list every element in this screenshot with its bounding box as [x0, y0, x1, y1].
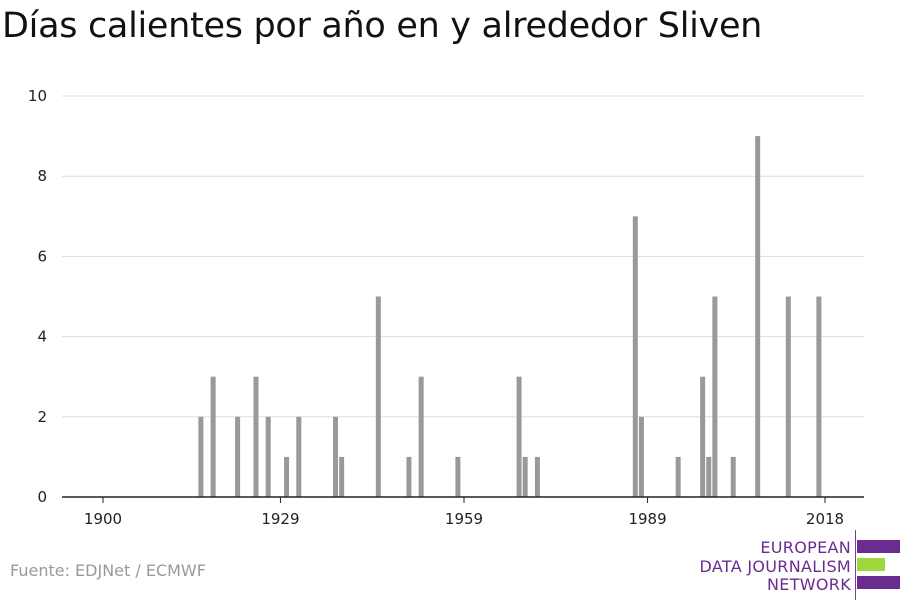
y-tick-label: 8	[37, 167, 47, 185]
bar-1999	[706, 456, 712, 497]
bar-2017	[816, 296, 822, 497]
bar-1958	[455, 456, 461, 497]
y-tick-label: 6	[37, 247, 47, 265]
bar-1968	[516, 376, 522, 497]
bar-1998	[700, 376, 706, 497]
bar-1938	[333, 416, 339, 497]
x-tick-label: 1929	[261, 510, 299, 528]
y-tick-label: 0	[37, 488, 47, 506]
bar-1950	[406, 456, 412, 497]
bar-1952	[418, 376, 424, 497]
bar-1925	[253, 376, 259, 497]
bar-2007	[755, 136, 761, 497]
bar-1994	[675, 456, 681, 497]
edjnet-logo[interactable]: EUROPEAN DATA JOURNALISM NETWORK	[700, 530, 900, 600]
chart-title: Días calientes por año en y alrededor Sl…	[2, 6, 763, 46]
bar-1969	[522, 456, 528, 497]
logo-text-line2: DATA JOURNALISM	[699, 557, 851, 576]
x-tick-label: 1989	[628, 510, 666, 528]
bar-2012	[785, 296, 791, 497]
source-note: Fuente: EDJNet / ECMWF	[10, 561, 206, 580]
logo-bar-top	[857, 540, 900, 553]
logo-bar-middle	[857, 558, 885, 571]
logo-bar-bottom	[857, 576, 900, 589]
bar-1922	[235, 416, 241, 497]
y-tick-label: 10	[28, 87, 47, 105]
bar-1987	[632, 216, 638, 498]
bar-2003	[730, 456, 736, 497]
gridlines	[62, 95, 864, 418]
bar-1916	[198, 416, 204, 497]
bar-2000	[712, 296, 718, 497]
bar-1939	[339, 456, 345, 497]
y-tick-label: 4	[37, 328, 47, 346]
bars	[198, 136, 822, 498]
y-tick-label: 2	[37, 408, 47, 426]
bar-1930	[284, 456, 290, 497]
x-tick-label: 1900	[84, 510, 122, 528]
bar-1927	[265, 416, 271, 497]
logo-text-line3: NETWORK	[767, 575, 851, 594]
logo-divider	[855, 530, 856, 600]
x-tick-label: 2018	[806, 510, 844, 528]
axes: 0 2 4 6 8 10 1900 1929 1959 1989 2018	[28, 87, 864, 528]
bar-1932	[296, 416, 302, 497]
logo-text-line1: EUROPEAN	[760, 538, 851, 557]
x-tick-label: 1959	[445, 510, 483, 528]
bar-1988	[638, 416, 644, 497]
bar-1945	[375, 296, 381, 497]
bar-1971	[534, 456, 540, 497]
bar-1918	[210, 376, 216, 497]
